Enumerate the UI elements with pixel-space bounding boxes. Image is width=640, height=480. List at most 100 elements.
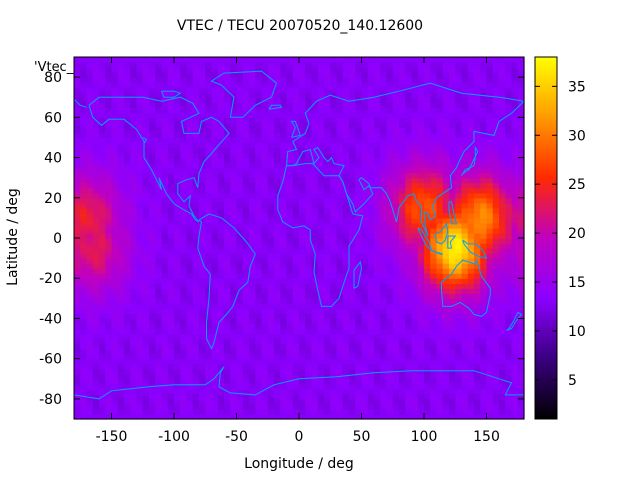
heatmap-cell bbox=[374, 348, 381, 355]
heatmap-cell bbox=[224, 152, 231, 159]
heatmap-cell bbox=[299, 408, 306, 415]
heatmap-cell bbox=[486, 398, 494, 405]
heatmap-cell bbox=[236, 77, 244, 83]
heatmap-cell bbox=[436, 167, 444, 174]
heatmap-cell bbox=[155, 408, 163, 415]
heatmap-cell bbox=[492, 157, 500, 164]
heatmap-cell bbox=[199, 338, 206, 345]
heatmap-cell bbox=[136, 253, 144, 259]
heatmap-cell bbox=[155, 333, 163, 340]
heatmap-cell bbox=[386, 348, 394, 355]
heatmap-cell bbox=[424, 313, 431, 320]
heatmap-cell bbox=[436, 177, 444, 184]
heatmap-cell bbox=[355, 378, 363, 385]
heatmap-cell bbox=[342, 278, 350, 284]
heatmap-cell bbox=[205, 167, 213, 174]
heatmap-cell bbox=[405, 383, 413, 390]
heatmap-cell bbox=[280, 258, 288, 264]
heatmap-cell bbox=[249, 172, 256, 179]
heatmap-cell bbox=[386, 202, 394, 209]
heatmap-cell bbox=[449, 343, 456, 350]
heatmap-cell bbox=[299, 333, 306, 340]
heatmap-cell bbox=[367, 358, 375, 365]
heatmap-cell bbox=[517, 368, 525, 375]
heatmap-cell bbox=[274, 313, 281, 320]
heatmap-cell bbox=[499, 298, 506, 304]
heatmap-cell bbox=[255, 132, 263, 139]
heatmap-cell bbox=[505, 288, 513, 294]
heatmap-cell bbox=[417, 308, 425, 315]
heatmap-cell bbox=[361, 263, 369, 269]
heatmap-cell bbox=[299, 227, 306, 234]
heatmap-cell bbox=[517, 263, 525, 269]
heatmap-cell bbox=[205, 97, 213, 103]
heatmap-cell bbox=[324, 177, 331, 184]
heatmap-cell bbox=[442, 328, 450, 335]
heatmap-cell bbox=[224, 323, 231, 330]
heatmap-cell bbox=[124, 253, 131, 259]
heatmap-cell bbox=[380, 137, 388, 144]
heatmap-cell bbox=[436, 107, 444, 113]
heatmap-cell bbox=[417, 77, 425, 83]
heatmap-cell bbox=[192, 278, 200, 284]
heatmap-cell bbox=[267, 187, 275, 194]
heatmap-cell bbox=[292, 77, 300, 83]
heatmap-cell bbox=[180, 273, 188, 279]
heatmap-cell bbox=[167, 187, 175, 194]
heatmap-cell bbox=[86, 222, 94, 229]
heatmap-cell bbox=[130, 283, 138, 289]
heatmap-cell bbox=[205, 238, 213, 244]
heatmap-cell bbox=[511, 338, 519, 345]
heatmap-cell bbox=[242, 227, 250, 234]
heatmap-cell bbox=[467, 232, 475, 239]
heatmap-cell bbox=[317, 363, 325, 370]
heatmap-cell bbox=[217, 212, 225, 219]
heatmap-cell bbox=[211, 137, 219, 144]
heatmap-cell bbox=[117, 97, 125, 103]
heatmap-cell bbox=[442, 258, 450, 264]
heatmap-cell bbox=[486, 358, 494, 365]
heatmap-cell bbox=[355, 82, 363, 88]
heatmap-cell bbox=[417, 253, 425, 259]
heatmap-cell bbox=[411, 197, 419, 204]
heatmap-cell bbox=[305, 298, 313, 304]
heatmap-cell bbox=[517, 408, 525, 415]
heatmap-cell bbox=[442, 343, 450, 350]
heatmap-cell bbox=[274, 353, 281, 360]
heatmap-cell bbox=[392, 363, 400, 370]
heatmap-cell bbox=[424, 278, 431, 284]
heatmap-cell bbox=[467, 197, 475, 204]
heatmap-cell bbox=[467, 147, 475, 154]
heatmap-cell bbox=[336, 413, 344, 420]
heatmap-cell bbox=[199, 278, 206, 284]
heatmap-cell bbox=[511, 187, 519, 194]
heatmap-cell bbox=[442, 378, 450, 385]
heatmap-cell bbox=[417, 92, 425, 98]
heatmap-cell bbox=[267, 147, 275, 154]
heatmap-cell bbox=[180, 137, 188, 144]
heatmap-cell bbox=[286, 167, 294, 174]
heatmap-cell bbox=[136, 283, 144, 289]
heatmap-cell bbox=[424, 393, 431, 400]
heatmap-cell bbox=[417, 318, 425, 325]
heatmap-cell bbox=[286, 202, 294, 209]
heatmap-cell bbox=[205, 408, 213, 415]
heatmap-cell bbox=[474, 393, 481, 400]
heatmap-cell bbox=[455, 388, 463, 395]
heatmap-cell bbox=[511, 408, 519, 415]
heatmap-cell bbox=[405, 343, 413, 350]
heatmap-cell bbox=[80, 227, 88, 234]
heatmap-cell bbox=[336, 393, 344, 400]
heatmap-cell bbox=[174, 147, 181, 154]
heatmap-cell bbox=[255, 222, 263, 229]
heatmap-cell bbox=[205, 343, 213, 350]
heatmap-cell bbox=[324, 152, 331, 159]
heatmap-cell bbox=[236, 368, 244, 375]
heatmap-cell bbox=[399, 77, 406, 83]
heatmap-cell bbox=[280, 333, 288, 340]
heatmap-cell bbox=[461, 268, 469, 274]
heatmap-cell bbox=[74, 393, 81, 400]
heatmap-cell bbox=[511, 77, 519, 83]
heatmap-cell bbox=[130, 268, 138, 274]
heatmap-cell bbox=[436, 87, 444, 93]
